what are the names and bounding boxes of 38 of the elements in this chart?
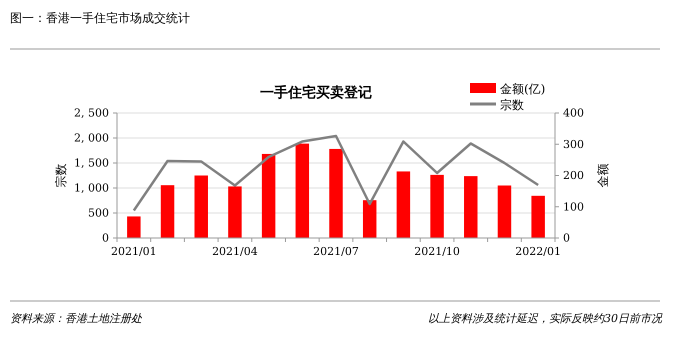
x-tick-label: 2022/01 [515, 245, 562, 258]
bar [262, 154, 276, 238]
y2-tick-label: 300 [563, 138, 584, 151]
y2-tick-label: 400 [563, 106, 584, 120]
y-tick-label: 1, 000 [74, 182, 109, 194]
y2-tick-label: 200 [563, 169, 584, 182]
y-tick-label: 1, 500 [74, 156, 109, 170]
legend-label: 金额(亿) [500, 82, 546, 96]
y-tick-label: 2, 500 [74, 106, 109, 120]
text: 资料来源：香港土地注册处 [10, 312, 143, 325]
bar [296, 144, 310, 238]
bar [362, 200, 376, 238]
text: 以上资料涉及统计延迟，实际反映约30日前市况 [428, 312, 663, 325]
bar [194, 176, 208, 238]
x-tick-label: 2021/07 [313, 245, 359, 258]
y2-tick-label: 100 [563, 200, 584, 214]
y2-axis-title: 金额 [596, 164, 610, 188]
x-tick-label: 2021/10 [414, 245, 460, 258]
y-axis-title: 宗数 [54, 164, 68, 188]
bar [498, 186, 512, 238]
y-tick-label: 2, 000 [74, 132, 109, 144]
bar [228, 186, 242, 238]
y2-tick-label: 0 [563, 232, 570, 244]
chart-subtitle: 图一：香港一手住宅市场成交统计 [10, 11, 190, 25]
x-tick-label: 2021/01 [110, 245, 157, 258]
chart-title: 一手住宅买卖登记 [260, 84, 372, 101]
bar [430, 174, 444, 238]
bar [127, 216, 141, 238]
bar [531, 196, 545, 238]
y-tick-label: 500 [88, 206, 109, 220]
bar [464, 176, 478, 238]
legend-label: 宗数 [500, 98, 524, 112]
x-tick-label: 2021/04 [212, 245, 258, 258]
bar [329, 148, 343, 238]
bar [160, 185, 174, 238]
line-series [132, 134, 540, 212]
y-tick-label: 0 [102, 232, 109, 244]
bar [396, 171, 410, 238]
